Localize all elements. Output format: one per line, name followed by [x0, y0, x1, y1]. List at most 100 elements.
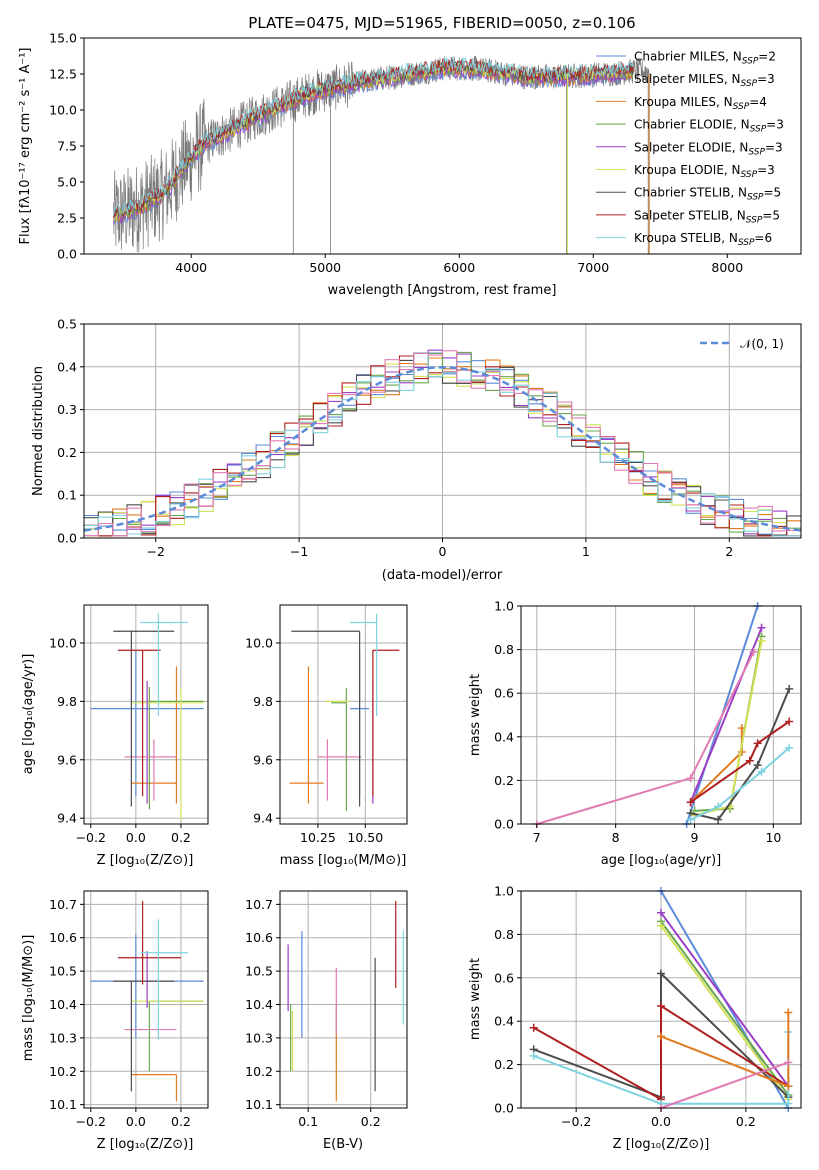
mass-weight-point-marker: [686, 815, 695, 824]
x-tick-label: 0.2: [361, 1114, 381, 1129]
y-tick-label: 10.3: [245, 1030, 273, 1045]
mass-weight-point-marker: [686, 774, 695, 783]
histogram-x-axis-label: (data-model)/error: [382, 568, 503, 583]
mass-weight-series-line: [690, 746, 790, 821]
x-tick-label: −0.2: [561, 1114, 591, 1129]
residual-histogram-series: [84, 352, 801, 537]
y-tick-label: 10.5: [49, 964, 77, 979]
mass-vs-metallicity-x-axis-label: Z [log₁₀(Z/Z⊙)]: [97, 1137, 194, 1152]
age-vs-mass-x-axis-label: mass [log₁₀(M/M⊙)]: [280, 853, 407, 868]
mass-weight-point-marker: [757, 636, 766, 645]
spectrum-plot-area: 4000 5000 6000 7000 8000 0.0 2.5 5.0 7.5 10.0 12.5…: [49, 31, 802, 275]
mass-weight-point-marker: [657, 921, 665, 930]
x-tick-label: −0.2: [76, 830, 106, 845]
legend-entry-label: Chabrier STELIB, NSSP=5: [634, 186, 781, 203]
mass-weight-point-marker: [785, 717, 794, 726]
y-tick-label: 0.2: [494, 773, 514, 788]
y-tick-label: 0.6: [494, 970, 514, 985]
mass-weight-point-marker: [757, 767, 766, 776]
legend-entry-label: Salpeter ELODIE, NSSP=3: [634, 140, 783, 157]
age-vs-metallicity-x-axis-label: Z [log₁₀(Z/Z⊙)]: [97, 853, 194, 868]
x-tick-label: −2: [146, 544, 164, 559]
mass-weight-point-marker: [784, 1082, 793, 1091]
y-tick-label: 9.8: [57, 694, 77, 709]
x-tick-label: 2: [725, 544, 733, 559]
mass-weight-point-marker: [784, 1058, 793, 1067]
spectrum-legend: Chabrier MILES, NSSP=2 Salpeter MILES, NS…: [596, 50, 784, 248]
y-tick-label: 10.1: [49, 1097, 77, 1112]
chart-title: PLATE=0475, MJD=51965, FIBERID=0050, z=0…: [248, 14, 635, 32]
legend-entry-label: Chabrier MILES, NSSP=2: [634, 50, 776, 67]
y-tick-label: 0.4: [57, 359, 77, 374]
x-tick-label: 5000: [309, 260, 341, 275]
plot-frame: [83, 890, 209, 1109]
y-tick-label: 7.5: [57, 139, 77, 154]
x-tick-label: 0.0: [126, 830, 146, 845]
mass-weight-vs-metallicity-plot-area: −0.2 0.0 0.2 0.0 0.2 0.4 0.6 0.8 1.0: [494, 884, 802, 1129]
y-tick-label: 0.5: [57, 317, 77, 332]
mass-vs-metallicity-plot-area: −0.2 0.0 0.2 10.1 10.2 10.3 10.4 10.5 10.6 10.7: [49, 890, 209, 1129]
age-vs-mass-plot-area: 10.25 10.50 9.4 9.6 9.8 10.0: [245, 604, 408, 845]
plot-frame: [83, 604, 209, 825]
mass-weight-series-line: [689, 627, 763, 803]
mass-weight-point-marker: [784, 1099, 793, 1108]
y-tick-label: 0.0: [57, 247, 77, 262]
mass-vs-extinction-panel: 0.1 0.2 10.1 10.2 10.3 10.4 10.5 10.6 10.7 E(B-V…: [245, 890, 408, 1152]
x-tick-label: 0.1: [298, 1114, 318, 1129]
x-tick-label: 9: [691, 830, 699, 845]
legend-entry-label: Kroupa MILES, NSSP=4: [634, 95, 767, 112]
mass-weight-point-marker: [529, 1023, 538, 1032]
x-tick-label: 10.25: [300, 830, 336, 845]
legend-entry-label: Kroupa STELIB, NSSP=6: [634, 231, 772, 248]
histogram-plot-area: −2 −1 0 1 2 0.0 0.1 0.2 0.3 0.4 0.5: [57, 317, 802, 559]
mass-weight-point-marker: [657, 1002, 665, 1011]
x-tick-label: 0: [439, 544, 447, 559]
y-tick-label: 10.7: [245, 897, 273, 912]
plot-frame: [279, 890, 408, 1109]
spectrum-y-axis-label: Flux [fλ10⁻¹⁷ erg cm⁻² s⁻¹ A⁻¹]: [18, 48, 33, 245]
x-tick-label: 0.2: [736, 1114, 756, 1129]
y-tick-label: 10.7: [49, 897, 77, 912]
mass-vs-extinction-plot-area: 0.1 0.2 10.1 10.2 10.3 10.4 10.5 10.6 10.7: [245, 890, 408, 1129]
mass-weight-point-marker: [657, 1032, 665, 1041]
mass-weight-vs-metallicity-y-axis-label: mass weight: [468, 958, 483, 1040]
mass-weight-point-marker: [784, 1008, 793, 1017]
x-tick-label: 7: [533, 830, 541, 845]
mass-weight-point-marker: [529, 1051, 538, 1060]
mass-weight-vs-age-x-axis-label: age [log₁₀(age/yr)]: [601, 853, 722, 868]
y-tick-label: 0.3: [57, 402, 77, 417]
age-vs-metallicity-panel: −0.2 0.0 0.29.49.69.810.0 Z [log₁₀(Z/Z⊙)] …: [21, 604, 209, 868]
mass-weight-series-line: [660, 920, 790, 1096]
y-tick-label: 0.1: [57, 488, 77, 503]
mass-weight-series-line: [690, 720, 790, 804]
model-fit-line: [113, 56, 634, 217]
mass-weight-vs-metallicity-panel: −0.2 0.0 0.2 0.0 0.2 0.4 0.6 0.8 1.0 Z [log₁₀(Z/…: [468, 884, 802, 1152]
y-tick-label: 9.6: [253, 752, 273, 767]
y-tick-label: 1.0: [494, 599, 514, 614]
mass-vs-extinction-x-axis-label: E(B-V): [323, 1137, 363, 1152]
x-tick-label: 10.50: [347, 830, 383, 845]
y-tick-label: 0.0: [57, 531, 77, 546]
mass-weight-series-line: [533, 1004, 789, 1102]
mass-weight-point-marker: [657, 908, 665, 917]
x-tick-label: −0.2: [76, 1114, 106, 1129]
y-tick-label: 1.0: [494, 884, 514, 899]
y-tick-label: 0.2: [494, 1057, 514, 1072]
y-tick-label: 10.4: [245, 997, 273, 1012]
x-tick-label: 0.2: [171, 830, 191, 845]
legend-entry-label: Chabrier ELODIE, NSSP=3: [634, 118, 784, 135]
model-fit-line: [113, 58, 634, 219]
y-tick-label: 2.5: [57, 211, 77, 226]
mass-weight-vs-metallicity-x-axis-label: Z [log₁₀(Z/Z⊙)]: [613, 1137, 710, 1152]
y-tick-label: 9.6: [57, 752, 77, 767]
mass-weight-point-marker: [686, 798, 695, 807]
x-tick-label: 8: [612, 830, 620, 845]
y-tick-label: 9.4: [57, 811, 77, 826]
mass-vs-metallicity-y-axis-label: mass [log₁₀(M/M⊙)]: [21, 935, 36, 1062]
y-tick-label: 15.0: [49, 31, 77, 46]
mass-weight-point-marker: [745, 756, 754, 765]
mass-weight-point-marker: [657, 969, 665, 978]
y-tick-label: 0.0: [494, 1101, 514, 1116]
x-tick-label: 7000: [577, 260, 609, 275]
